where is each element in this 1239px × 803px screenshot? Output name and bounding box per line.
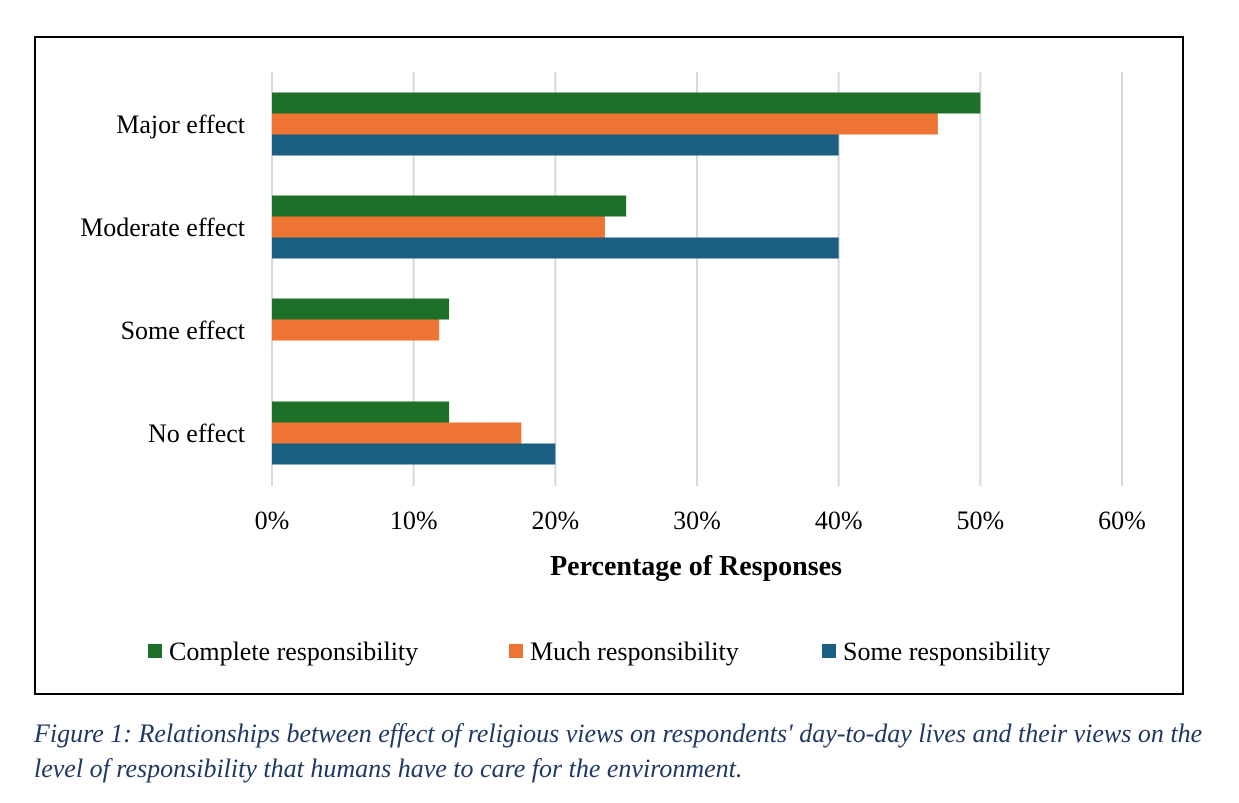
- bar-complete-responsibility: [272, 195, 627, 217]
- legend-item: Much responsibility: [509, 637, 739, 666]
- legend-item: Complete responsibility: [148, 637, 418, 666]
- bar-some-responsibility: [272, 443, 556, 465]
- bar-some-responsibility: [272, 134, 839, 156]
- bar-much-responsibility: [272, 113, 938, 135]
- legend-swatch: [509, 644, 523, 658]
- legend-label: Complete responsibility: [169, 637, 418, 666]
- legend-label: Some responsibility: [843, 637, 1050, 666]
- x-tick-label: 40%: [815, 506, 863, 535]
- category-label: Moderate effect: [80, 213, 246, 242]
- category-label: No effect: [148, 419, 246, 448]
- bars: [272, 92, 981, 465]
- legend-item: Some responsibility: [822, 637, 1050, 666]
- category-label: Major effect: [116, 110, 246, 139]
- x-tick-label: 20%: [531, 506, 579, 535]
- bar-complete-responsibility: [272, 298, 450, 320]
- x-tick-label: 0%: [255, 506, 290, 535]
- bar-some-responsibility: [272, 237, 839, 259]
- legend: Complete responsibility Much responsibili…: [148, 637, 1050, 666]
- x-axis-label: Percentage of Responses: [550, 551, 842, 582]
- legend-swatch: [148, 644, 162, 658]
- chart-frame: [34, 36, 1184, 695]
- bar-complete-responsibility: [272, 92, 981, 114]
- x-tick-label: 50%: [956, 506, 1004, 535]
- bar-chart: Major effect Moderate effect Some effect No…: [80, 72, 1146, 666]
- figure-caption: Figure 1: Relationships between effect o…: [34, 719, 1203, 783]
- legend-label: Much responsibility: [530, 637, 739, 666]
- tick-labels: 0% 10% 20% 30% 40% 50% 60%: [255, 506, 1146, 535]
- bar-complete-responsibility: [272, 401, 450, 423]
- x-tick-label: 30%: [673, 506, 721, 535]
- legend-swatch: [822, 644, 836, 658]
- bar-much-responsibility: [272, 216, 605, 238]
- x-tick-label: 60%: [1098, 506, 1146, 535]
- category-label: Some effect: [121, 316, 246, 345]
- category-labels: Major effect Moderate effect Some effect No…: [80, 110, 246, 448]
- x-tick-label: 10%: [390, 506, 438, 535]
- bar-much-responsibility: [272, 422, 522, 444]
- bar-much-responsibility: [272, 319, 440, 341]
